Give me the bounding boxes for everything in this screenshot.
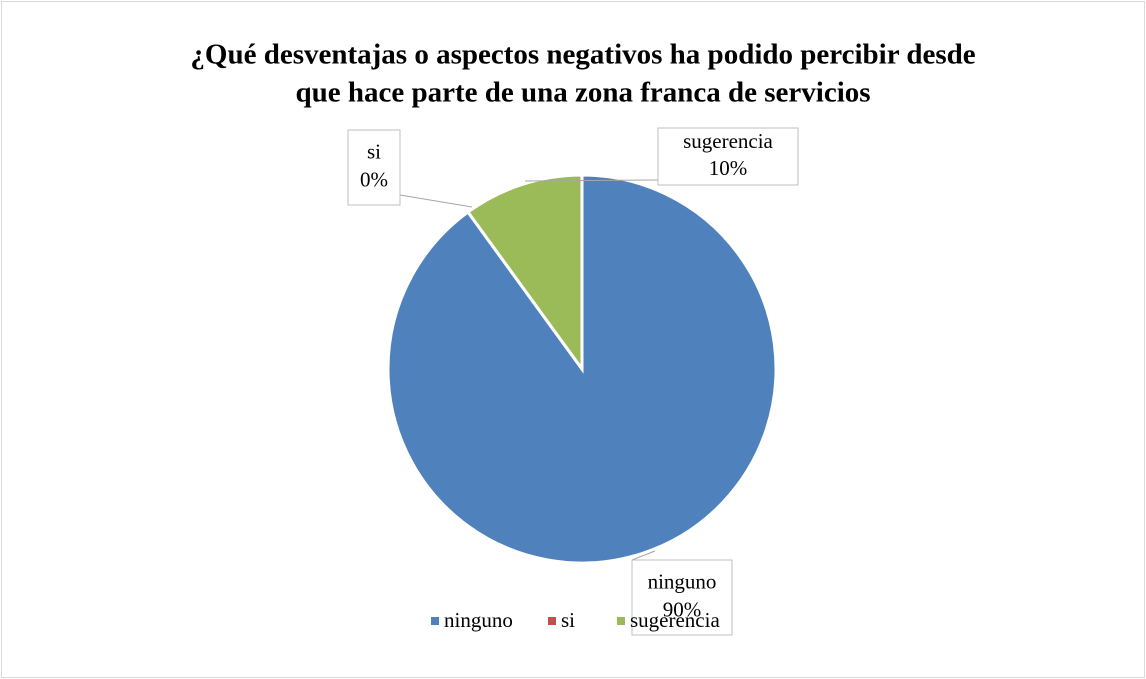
data-label-value: 0%: [360, 167, 388, 191]
legend-label: si: [561, 608, 575, 632]
data-label-name: si: [367, 139, 381, 163]
data-label-name: sugerencia: [683, 129, 773, 153]
data-label-name: ninguno: [648, 569, 717, 593]
label-box: [657, 127, 799, 186]
pie-slice: [465, 173, 584, 374]
legend-swatch: [548, 617, 556, 625]
chart-title: ¿Qué desventajas o aspectos negativos ha…: [190, 39, 975, 71]
legend-label: sugerencia: [630, 608, 720, 632]
data-label-value: 90%: [663, 597, 702, 621]
leader-line: [399, 194, 473, 208]
legend-swatch: [617, 617, 625, 625]
leader-line: [631, 550, 656, 561]
data-label-value: 10%: [709, 156, 748, 180]
leader-line: [524, 179, 659, 182]
legend-label: ninguno: [444, 608, 513, 632]
label-box: [631, 559, 733, 636]
legend-swatch: [431, 617, 439, 625]
label-box: [347, 129, 401, 206]
chart-title: que hace parte de una zona franca de ser…: [295, 77, 870, 109]
